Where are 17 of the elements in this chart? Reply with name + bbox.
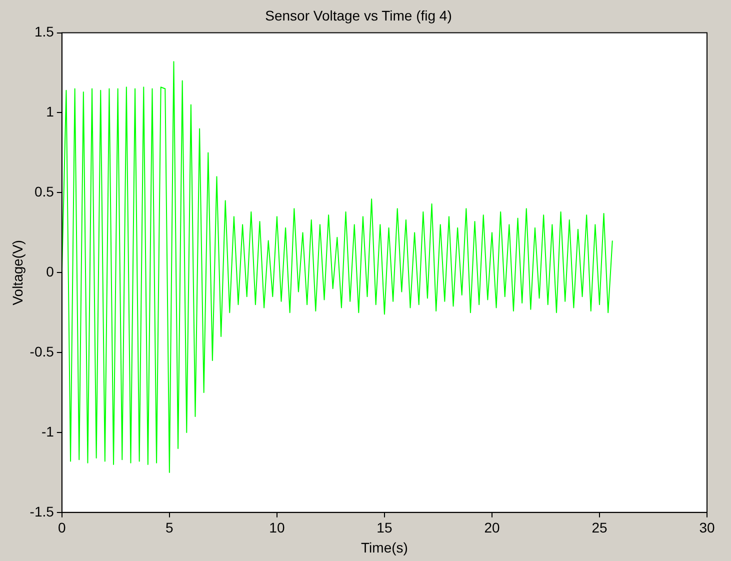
- y-tick-label: -1: [41, 423, 54, 440]
- y-tick-label: -0.5: [30, 343, 54, 360]
- chart-title: Sensor Voltage vs Time (fig 4): [265, 7, 452, 24]
- x-tick-label: 30: [699, 520, 715, 536]
- y-tick-label: -1.5: [30, 503, 54, 520]
- x-tick-label: 5: [166, 520, 174, 536]
- x-tick-label: 0: [58, 520, 66, 536]
- x-tick-label: 25: [592, 520, 608, 536]
- y-tick-label: 1: [46, 104, 54, 120]
- x-tick-label: 20: [484, 520, 500, 536]
- y-axis-title: Voltage(V): [9, 240, 26, 306]
- y-tick-label: 1.5: [34, 24, 54, 40]
- x-tick-label: 10: [269, 520, 285, 536]
- x-tick-label: 15: [376, 520, 392, 536]
- y-tick-label: 0.5: [34, 184, 54, 200]
- x-axis-title: Time(s): [361, 539, 408, 556]
- y-tick-label: 0: [46, 263, 54, 280]
